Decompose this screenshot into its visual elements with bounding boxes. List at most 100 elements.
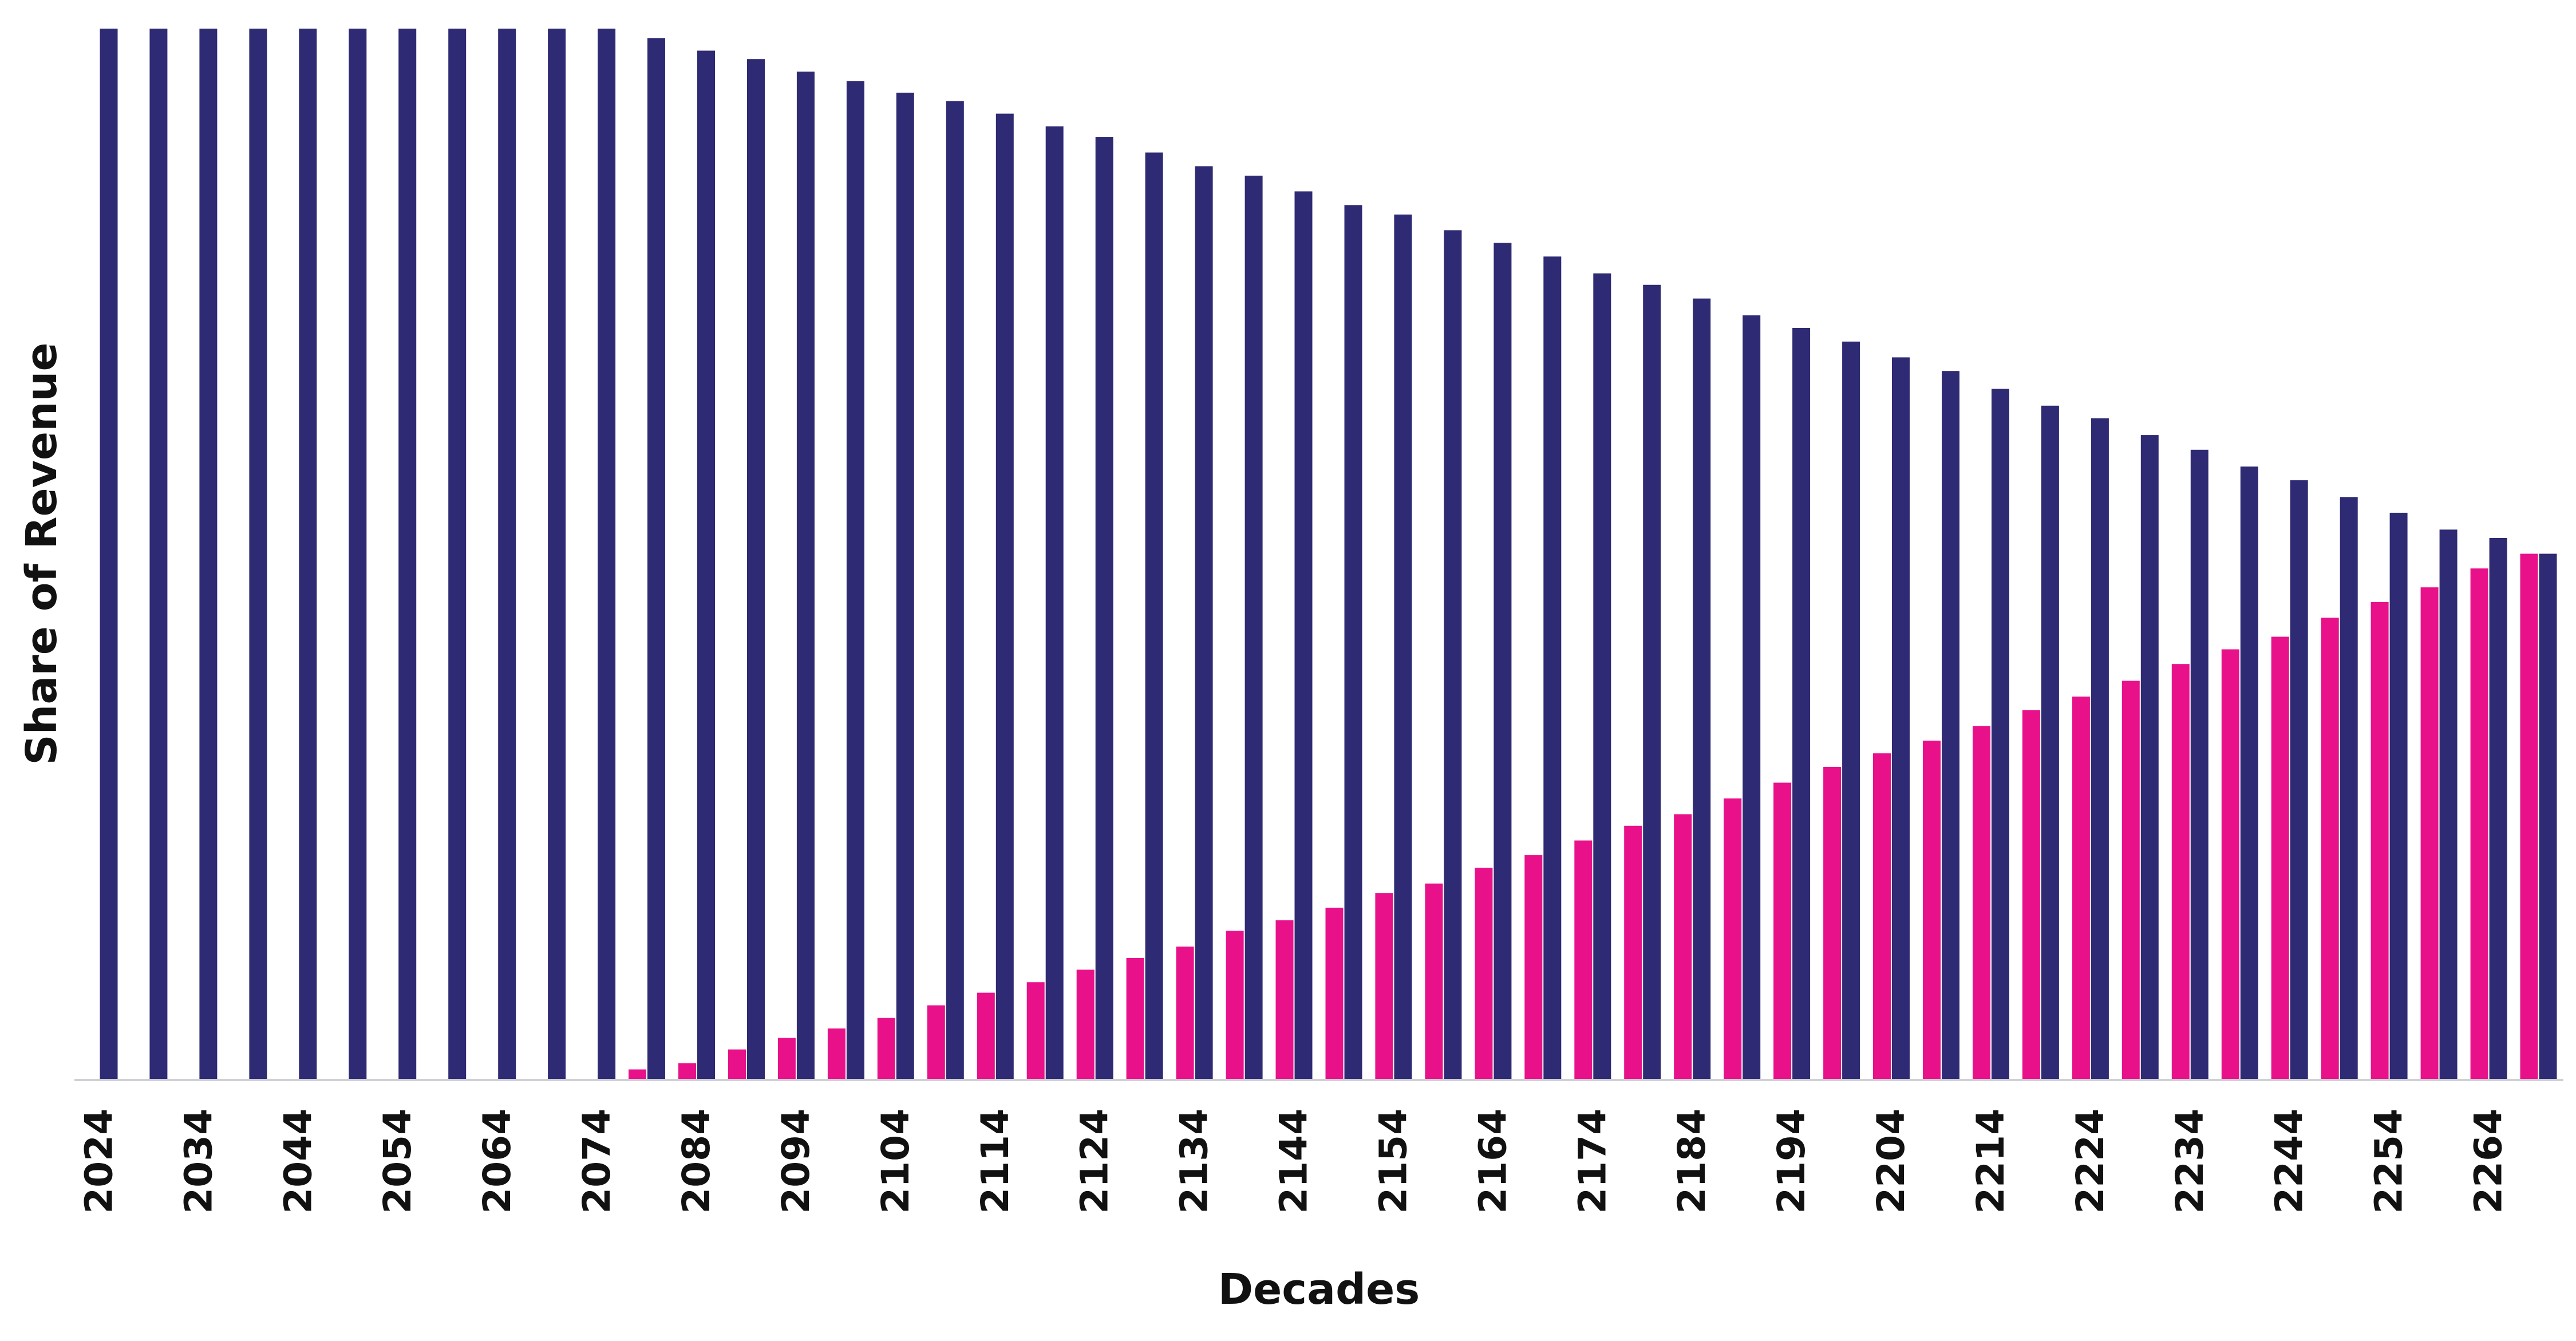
- bar-s2-2224: [2072, 697, 2090, 1079]
- bar-s1-2179: [1643, 284, 1661, 1079]
- bar-s2-2139: [1226, 931, 1244, 1079]
- x-tick-label: 2204: [1869, 1109, 1913, 1214]
- bar-s1-2099: [846, 81, 864, 1079]
- bar-s1-2199: [1842, 341, 1860, 1079]
- bar-s2-2159: [1425, 883, 1443, 1079]
- bar-s1-2059: [448, 29, 467, 1079]
- x-tick-label: 2154: [1371, 1109, 1415, 1214]
- bar-s2-2259: [2420, 587, 2439, 1079]
- bar-s2-2269: [2520, 553, 2538, 1079]
- bar-s1-2089: [747, 59, 765, 1079]
- bar-s1-2074: [598, 29, 616, 1079]
- bar-s1-2169: [1543, 256, 1562, 1079]
- bar-s1-2159: [1444, 230, 1462, 1079]
- bar-s2-2254: [2370, 602, 2389, 1079]
- bar-s1-2174: [1593, 273, 1611, 1079]
- x-tick-label: 2044: [276, 1109, 320, 1214]
- bar-s2-2094: [777, 1038, 796, 1079]
- bar-s2-2144: [1275, 920, 1294, 1079]
- bar-s1-2219: [2041, 405, 2059, 1079]
- bar-s1-2039: [249, 29, 267, 1079]
- bar-s2-2244: [2271, 636, 2289, 1079]
- x-tick-label: 2064: [475, 1109, 519, 1214]
- x-tick-label: 2034: [176, 1109, 220, 1214]
- bar-s2-2154: [1375, 893, 1393, 1079]
- bar-s1-2264: [2489, 538, 2507, 1079]
- bar-s1-2049: [349, 29, 367, 1079]
- bar-s1-2239: [2240, 466, 2258, 1079]
- bar-s1-2104: [896, 92, 914, 1079]
- bar-s2-2149: [1325, 907, 1344, 1079]
- x-tick-label: 2024: [77, 1109, 121, 1214]
- bar-s1-2124: [1095, 137, 1113, 1079]
- bar-s1-2109: [946, 101, 964, 1079]
- bar-s2-2189: [1724, 798, 1742, 1079]
- bar-s1-2029: [149, 29, 168, 1079]
- bar-s1-2204: [1892, 357, 1910, 1079]
- bar-s1-2119: [1045, 126, 1064, 1079]
- bar-s2-2104: [877, 1018, 895, 1079]
- bar-s1-2044: [299, 29, 317, 1079]
- x-tick-label: 2054: [376, 1109, 420, 1214]
- bar-s1-2214: [1992, 389, 2009, 1079]
- bar-s2-2194: [1773, 782, 1792, 1079]
- x-tick-label: 2114: [973, 1109, 1017, 1214]
- x-tick-label: 2124: [1073, 1109, 1117, 1214]
- x-tick-label: 2264: [2467, 1109, 2511, 1214]
- x-tick-label: 2244: [2267, 1109, 2312, 1214]
- bar-s2-2239: [2221, 649, 2239, 1079]
- bar-s2-2179: [1624, 825, 1642, 1079]
- bar-s1-2139: [1244, 175, 1263, 1079]
- bar-s2-2174: [1574, 840, 1593, 1079]
- bar-s1-2084: [697, 50, 715, 1079]
- bar-s1-2259: [2439, 529, 2458, 1079]
- bar-s2-2084: [678, 1063, 696, 1079]
- bar-s2-2079: [629, 1069, 646, 1079]
- bar-s1-2154: [1394, 214, 1412, 1079]
- bar-s2-2184: [1674, 814, 1692, 1079]
- bar-s2-2134: [1176, 946, 1194, 1079]
- bar-s1-2079: [647, 38, 665, 1079]
- x-tick-label: 2234: [2168, 1109, 2212, 1214]
- bar-s1-2254: [2389, 512, 2408, 1079]
- bar-s2-2204: [1873, 753, 1891, 1079]
- bar-s1-2069: [548, 29, 566, 1079]
- bar-s1-2189: [1743, 315, 1761, 1079]
- bar-s1-2024: [100, 29, 118, 1079]
- bar-s1-2184: [1693, 298, 1711, 1079]
- x-tick-label: 2214: [1969, 1109, 2013, 1214]
- bar-s1-2034: [199, 29, 218, 1079]
- x-tick-labels: 2024 2034 2044 2054 2064 2074 2084 2094 2104 2114…: [77, 1109, 2511, 1214]
- bar-s1-2164: [1494, 243, 1512, 1079]
- bar-s1-2234: [2190, 449, 2208, 1079]
- x-tick-label: 2224: [2068, 1109, 2112, 1214]
- x-tick-label: 2174: [1570, 1109, 1614, 1214]
- bar-s1-2114: [995, 113, 1014, 1079]
- bar-s1-2129: [1145, 152, 1163, 1079]
- x-tick-label: 2104: [874, 1109, 918, 1214]
- bar-s1-2194: [1792, 328, 1811, 1079]
- x-tick-label: 2074: [575, 1109, 619, 1214]
- bar-s1-2134: [1195, 166, 1213, 1079]
- bar-s2-2089: [728, 1049, 746, 1079]
- x-tick-label: 2254: [2367, 1109, 2411, 1214]
- bar-s1-2094: [796, 72, 815, 1079]
- x-tick-label: 2134: [1172, 1109, 1216, 1214]
- bar-s1-2224: [2091, 418, 2109, 1079]
- bar-s1-2209: [1942, 371, 1959, 1079]
- bar-s2-2249: [2321, 618, 2339, 1079]
- x-tick-label: 2094: [774, 1109, 818, 1214]
- x-tick-label: 2084: [674, 1109, 718, 1214]
- bar-s1-2054: [398, 29, 417, 1079]
- bar-s2-2229: [2121, 681, 2140, 1079]
- bar-s1-2064: [498, 29, 516, 1079]
- bar-s2-2199: [1823, 767, 1842, 1079]
- bar-group: [100, 29, 2557, 1079]
- x-tick-label: 2194: [1769, 1109, 1814, 1214]
- bar-s2-2164: [1475, 868, 1493, 1079]
- bar-s1-2229: [2140, 435, 2159, 1079]
- bar-s2-2209: [1923, 741, 1941, 1079]
- bar-s1-2144: [1294, 191, 1313, 1079]
- x-tick-label: 2184: [1670, 1109, 1714, 1214]
